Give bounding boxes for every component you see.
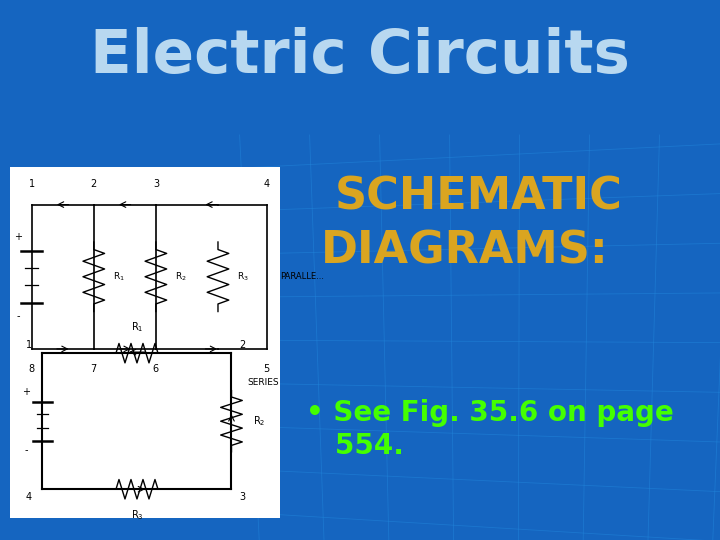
Text: 8: 8 bbox=[29, 364, 35, 374]
Text: 2: 2 bbox=[91, 179, 97, 190]
Text: 1: 1 bbox=[26, 340, 32, 350]
Text: R$_1$: R$_1$ bbox=[113, 271, 125, 283]
Text: 5: 5 bbox=[264, 364, 270, 374]
Text: R$_2$: R$_2$ bbox=[175, 271, 186, 283]
Text: -: - bbox=[17, 311, 20, 321]
Bar bbox=[10, 167, 280, 386]
Text: PARALLE...: PARALLE... bbox=[280, 272, 324, 281]
Text: 7: 7 bbox=[91, 364, 97, 374]
Text: 2: 2 bbox=[239, 340, 246, 350]
Text: +: + bbox=[22, 387, 30, 397]
Bar bbox=[10, 324, 280, 518]
Text: • See Fig. 35.6 on page: • See Fig. 35.6 on page bbox=[306, 399, 674, 427]
Text: R$_2$: R$_2$ bbox=[253, 414, 266, 428]
Text: 3: 3 bbox=[239, 492, 246, 502]
Text: R$_3$: R$_3$ bbox=[237, 271, 248, 283]
Text: 554.: 554. bbox=[306, 431, 404, 460]
Text: +: + bbox=[14, 232, 22, 242]
Text: 1: 1 bbox=[29, 179, 35, 190]
Text: -: - bbox=[24, 446, 28, 455]
Text: DIAGRAMS:: DIAGRAMS: bbox=[320, 230, 608, 273]
Text: SCHEMATIC: SCHEMATIC bbox=[335, 176, 623, 219]
Text: R$_1$: R$_1$ bbox=[131, 320, 143, 334]
Text: SERIES: SERIES bbox=[248, 378, 279, 387]
Text: 4: 4 bbox=[264, 179, 270, 190]
Text: Electric Circuits: Electric Circuits bbox=[90, 27, 630, 86]
Text: 6: 6 bbox=[153, 364, 159, 374]
Text: 3: 3 bbox=[153, 179, 159, 190]
Text: R$_3$: R$_3$ bbox=[130, 509, 143, 523]
Text: 4: 4 bbox=[26, 492, 32, 502]
